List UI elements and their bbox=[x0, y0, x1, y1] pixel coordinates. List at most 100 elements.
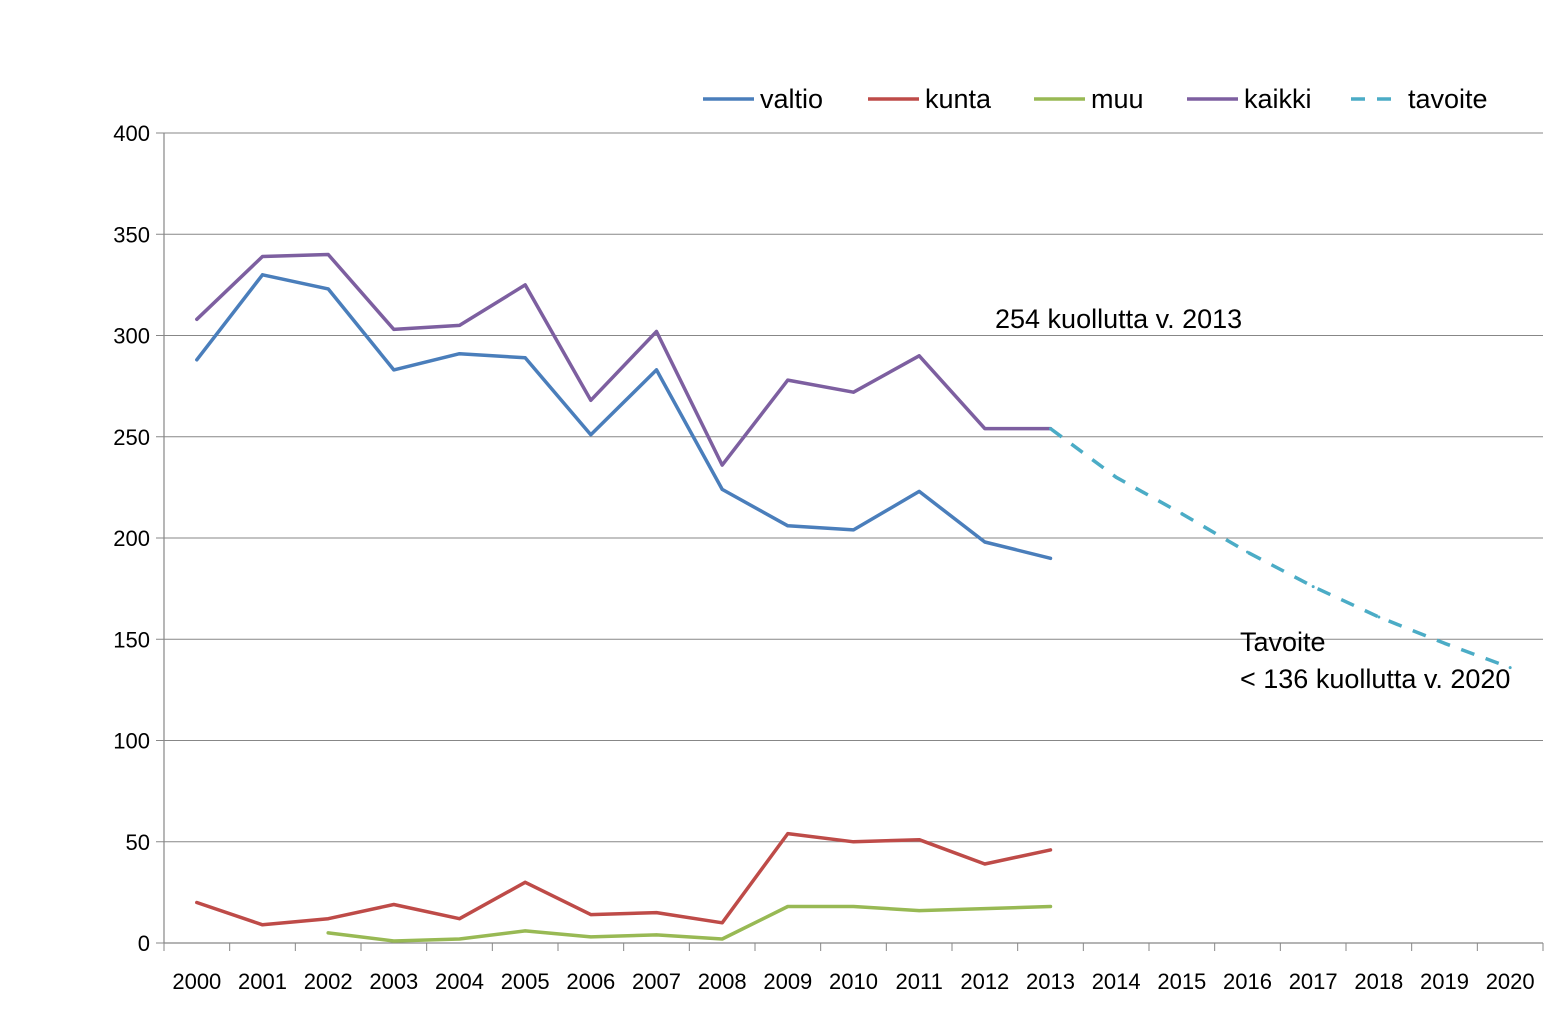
point-valtio-2000 bbox=[195, 358, 199, 362]
series-lines bbox=[195, 252, 1512, 943]
gridlines bbox=[164, 132, 1543, 843]
point-muu-2008 bbox=[720, 937, 724, 941]
x-tick-label-2002: 2002 bbox=[304, 969, 353, 994]
x-tick-label-2018: 2018 bbox=[1354, 969, 1403, 994]
point-valtio-2010 bbox=[852, 528, 855, 532]
point-muu-2007 bbox=[655, 933, 658, 937]
y-tick-label-0: 0 bbox=[138, 931, 150, 956]
x-tick-label-2006: 2006 bbox=[566, 969, 615, 994]
point-valtio-2012 bbox=[983, 540, 987, 544]
x-tick-label-2017: 2017 bbox=[1289, 969, 1338, 994]
legend-label-tavoite: tavoite bbox=[1408, 84, 1488, 114]
point-kunta-2013 bbox=[1049, 848, 1052, 852]
point-kaikki-2011 bbox=[917, 354, 921, 358]
legend-label-valtio: valtio bbox=[760, 84, 823, 114]
x-tick-label-2010: 2010 bbox=[829, 969, 878, 994]
point-kunta-2007 bbox=[655, 911, 658, 915]
point-valtio-2011 bbox=[917, 489, 921, 493]
legend: valtio kunta muu kaikki tavoite bbox=[703, 84, 1488, 114]
point-kunta-2006 bbox=[589, 913, 593, 917]
x-tick-label-2004: 2004 bbox=[435, 969, 484, 994]
point-tavoite-2020 bbox=[1508, 666, 1512, 670]
point-valtio-2009 bbox=[786, 524, 790, 528]
point-kaikki-2009 bbox=[786, 378, 790, 382]
point-kunta-2001 bbox=[261, 923, 264, 927]
y-tick-label-150: 150 bbox=[113, 627, 150, 652]
point-kaikki-2010 bbox=[852, 390, 855, 394]
point-kaikki-2004 bbox=[458, 323, 461, 327]
point-tavoite-2016 bbox=[1246, 550, 1249, 554]
point-muu-2013 bbox=[1049, 905, 1052, 909]
point-tavoite-2017 bbox=[1311, 585, 1315, 589]
point-kaikki-2000 bbox=[195, 317, 199, 321]
point-muu-2006 bbox=[589, 935, 593, 939]
point-kaikki-2005 bbox=[523, 283, 527, 287]
annotations: 254 kuollutta v. 2013 Tavoite < 136 kuollu… bbox=[995, 304, 1510, 694]
point-kunta-2005 bbox=[523, 880, 527, 884]
point-muu-2003 bbox=[392, 939, 396, 943]
point-valtio-2002 bbox=[326, 287, 330, 291]
y-tick-label-200: 200 bbox=[113, 526, 150, 551]
annotation-ann_2020: Tavoite < 136 kuollutta v. 2020 bbox=[1240, 627, 1510, 694]
point-tavoite-2013 bbox=[1049, 427, 1052, 431]
x-tick-label-2008: 2008 bbox=[698, 969, 747, 994]
point-valtio-2013 bbox=[1049, 556, 1052, 560]
point-valtio-2003 bbox=[392, 368, 396, 372]
legend-label-kaikki: kaikki bbox=[1244, 84, 1312, 114]
y-tick-label-350: 350 bbox=[113, 222, 150, 247]
x-tick-label-2011: 2011 bbox=[896, 969, 943, 994]
point-kaikki-2001 bbox=[261, 255, 264, 259]
point-valtio-2006 bbox=[589, 433, 593, 437]
point-muu-2002 bbox=[326, 931, 330, 935]
series-line-kaikki bbox=[195, 252, 1053, 467]
annotation-ann_2013: 254 kuollutta v. 2013 bbox=[995, 304, 1242, 334]
point-kunta-2008 bbox=[720, 921, 724, 925]
point-kaikki-2002 bbox=[326, 253, 330, 256]
point-muu-2012 bbox=[983, 907, 987, 911]
point-valtio-2004 bbox=[458, 352, 461, 356]
legend-label-kunta: kunta bbox=[925, 84, 992, 114]
point-kunta-2003 bbox=[392, 903, 396, 907]
x-tick-label-2001: 2001 bbox=[238, 969, 287, 994]
series-line-kunta bbox=[195, 831, 1053, 927]
x-tick-label-2012: 2012 bbox=[960, 969, 1009, 994]
point-kaikki-2006 bbox=[589, 398, 593, 402]
point-kaikki-2008 bbox=[720, 463, 724, 467]
y-tick-label-400: 400 bbox=[113, 121, 150, 146]
point-muu-2004 bbox=[458, 937, 461, 941]
point-muu-2011 bbox=[917, 909, 921, 913]
y-tick-label-300: 300 bbox=[113, 324, 150, 349]
point-valtio-2005 bbox=[523, 356, 527, 360]
series-line-valtio bbox=[195, 273, 1053, 561]
point-kaikki-2003 bbox=[392, 327, 396, 331]
y-tick-label-50: 50 bbox=[126, 830, 150, 855]
y-tick-label-250: 250 bbox=[113, 425, 150, 450]
point-valtio-2008 bbox=[720, 487, 724, 491]
x-tick-label-2007: 2007 bbox=[632, 969, 681, 994]
point-kunta-2000 bbox=[195, 901, 199, 904]
point-tavoite-2014 bbox=[1114, 475, 1118, 479]
x-tick-label-2014: 2014 bbox=[1092, 969, 1141, 994]
point-muu-2005 bbox=[523, 929, 527, 933]
series-line-muu bbox=[326, 904, 1053, 943]
x-tick-label-2009: 2009 bbox=[763, 969, 812, 994]
point-valtio-2007 bbox=[655, 368, 658, 372]
x-tick-label-2015: 2015 bbox=[1157, 969, 1206, 994]
legend-label-muu: muu bbox=[1091, 84, 1144, 114]
x-tick-label-2013: 2013 bbox=[1026, 969, 1075, 994]
point-tavoite-2018 bbox=[1377, 615, 1381, 619]
x-tick-label-2003: 2003 bbox=[369, 969, 418, 994]
point-kaikki-2007 bbox=[655, 329, 658, 333]
point-kunta-2010 bbox=[852, 840, 855, 844]
point-kunta-2011 bbox=[917, 838, 921, 842]
y-tick-label-100: 100 bbox=[113, 729, 150, 754]
x-tick-label-2019: 2019 bbox=[1420, 969, 1469, 994]
x-tick-label-2005: 2005 bbox=[501, 969, 550, 994]
x-tick-label-2016: 2016 bbox=[1223, 969, 1272, 994]
point-kunta-2012 bbox=[983, 862, 987, 866]
point-kunta-2009 bbox=[786, 832, 790, 836]
point-kunta-2004 bbox=[458, 917, 461, 921]
point-tavoite-2015 bbox=[1180, 512, 1184, 516]
